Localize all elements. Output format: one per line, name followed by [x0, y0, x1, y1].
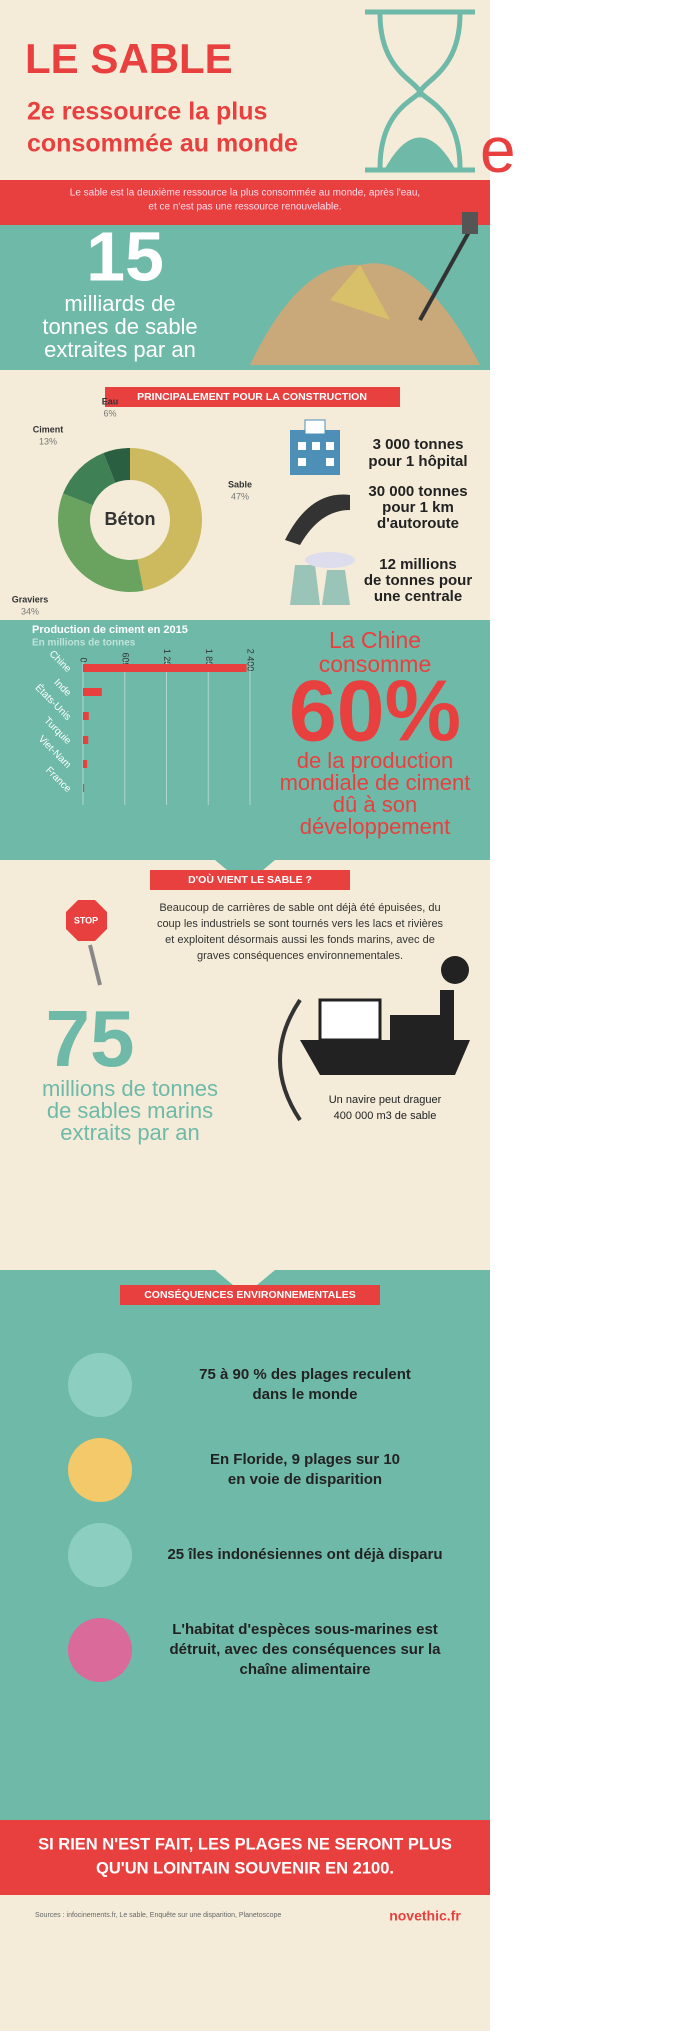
slice-value: 13% [39, 436, 57, 446]
origin-text: coup les industriels se sont tournés ver… [157, 918, 444, 930]
beach-icon [68, 1353, 132, 1417]
donut-slice [130, 448, 203, 591]
hospital-icon [290, 419, 340, 475]
warning-text: SI RIEN N'EST FAIT, LES PLAGES NE SERONT… [38, 1835, 452, 1853]
slice-value: 47% [231, 491, 249, 501]
extraction-text: tonnes de sable [42, 314, 197, 339]
extraction-text: extraites par an [44, 337, 196, 362]
stop-icon [66, 900, 107, 986]
x-tick-label: 2 400 [246, 649, 256, 672]
extraction-text: milliards de [64, 291, 175, 316]
bar [83, 784, 85, 792]
slice-value: 34% [21, 606, 39, 616]
intro-bg [0, 180, 490, 225]
slice-value: 6% [103, 408, 116, 418]
ship-caption: 400 000 m3 de sable [334, 1110, 437, 1122]
consequence-text: en voie de disparition [228, 1471, 382, 1488]
subtitle: 2e ressource la plus [27, 98, 267, 126]
arrow-notch [215, 1270, 275, 1295]
china-text: consomme [319, 651, 431, 677]
origin-text: Beaucoup de carrières de sable ont déjà … [159, 902, 440, 914]
chart-subtitle: En millions de tonnes [32, 638, 136, 649]
consequence-text: dans le monde [252, 1386, 357, 1403]
consequence-text: En Floride, 9 plages sur 10 [210, 1451, 400, 1468]
china-text: dû à son [333, 792, 417, 817]
fact-text: 30 000 tonnes [368, 483, 467, 500]
banner [105, 387, 400, 407]
banner-text: D'OÙ VIENT LE SABLE ? [188, 873, 312, 886]
sand-pile-icon [250, 212, 480, 365]
bar [83, 760, 88, 768]
warning-bg [0, 1820, 490, 1895]
palm-icon [68, 1438, 132, 1502]
intro-text: et ce n'est pas une ressource renouvelab… [148, 202, 341, 213]
chart-title: Production de ciment en 2015 [32, 624, 188, 636]
fact-text: 12 millions [379, 556, 457, 573]
overflow-letter: e [480, 114, 516, 186]
title: LE SABLE [25, 35, 233, 82]
china-text: développement [300, 814, 450, 839]
donut-slice [103, 448, 130, 483]
banner [150, 870, 350, 890]
stop-text: STOP [74, 915, 98, 925]
banner [120, 1285, 380, 1305]
consequence-text: détruit, avec des conséquences sur la [170, 1641, 442, 1658]
island-icon [68, 1523, 132, 1587]
warning-text: QU'UN LOINTAIN SOUVENIR EN 2100. [96, 1859, 394, 1877]
ship-icon [278, 956, 470, 1122]
donut-slice [57, 493, 144, 593]
bar [83, 688, 102, 696]
donut-center: Béton [105, 509, 156, 529]
sources: Sources : infocinements.fr, Le sable, En… [35, 1912, 281, 1919]
hourglass-icon [365, 9, 475, 173]
fact-text: d'autoroute [377, 515, 459, 532]
big-number: 75 [46, 994, 135, 1083]
bar [83, 664, 247, 672]
x-tick-label: 1 200 [162, 649, 172, 672]
china-text: La Chine [329, 627, 421, 653]
fact-text: pour 1 km [382, 499, 454, 516]
consequence-text: 25 îles indonésiennes ont déjà disparu [167, 1546, 442, 1563]
x-tick-label: 0 [79, 657, 89, 662]
fish-icon [68, 1618, 132, 1682]
cement-bg [0, 620, 490, 860]
banner-text: CONSÉQUENCES ENVIRONNEMENTALES [144, 1288, 356, 1301]
origin-text: et exploitent désormais aussi les fonds … [165, 934, 435, 946]
consequence-text: 75 à 90 % des plages reculent [199, 1366, 411, 1383]
origin-text: graves conséquences environnementales. [197, 950, 403, 962]
china-text: mondiale de ciment [280, 770, 471, 795]
donut-slice [63, 453, 116, 506]
big-number: 15 [86, 217, 164, 295]
consequence-text: chaîne alimentaire [240, 1661, 371, 1678]
footer-bg [0, 1895, 490, 2031]
bar [83, 712, 89, 720]
origin-lines: de sables marins [47, 1098, 213, 1123]
brand: novethic.fr [389, 1908, 461, 1924]
fact-text: de tonnes pour [364, 572, 472, 589]
slice-label: Ciment [33, 424, 64, 434]
plant-icon [290, 552, 355, 605]
ship-caption: Un navire peut draguer [329, 1094, 442, 1106]
x-tick-label: 600 [120, 652, 130, 667]
china-figure: 60% [289, 664, 461, 760]
bar [83, 736, 89, 744]
slice-label: Sable [228, 479, 252, 489]
banner-text: PRINCIPALEMENT POUR LA CONSTRUCTION [137, 391, 367, 403]
origin-lines: millions de tonnes [42, 1076, 218, 1101]
consequence-text: L'habitat d'espèces sous-marines est [172, 1621, 438, 1638]
intro-text: Le sable est la deuxième ressource la pl… [70, 188, 420, 199]
fact-text: pour 1 hôpital [368, 453, 467, 470]
slice-label: Graviers [12, 594, 49, 604]
fact-text: une centrale [374, 588, 462, 605]
fact-text: 3 000 tonnes [373, 436, 464, 453]
subtitle: consommée au monde [27, 130, 298, 158]
x-tick-label: 1 800 [204, 649, 214, 672]
slice-label: Eau [102, 396, 119, 406]
road-icon [285, 494, 350, 545]
origin-lines: extraits par an [60, 1120, 199, 1145]
china-text: de la production [297, 748, 454, 773]
